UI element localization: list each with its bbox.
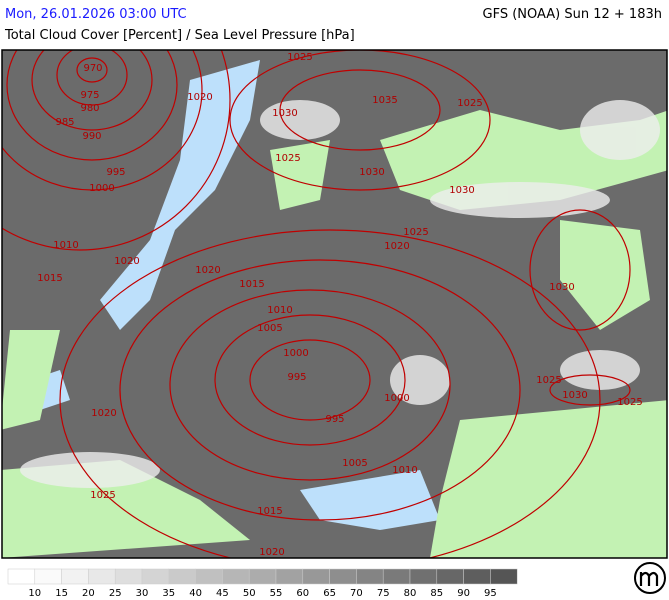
isobar-label: 995 bbox=[287, 372, 306, 383]
legend-swatch bbox=[382, 568, 411, 585]
isobar-label: 1010 bbox=[392, 465, 417, 476]
legend-label: 80 bbox=[404, 588, 417, 599]
legend-swatch bbox=[114, 568, 143, 585]
isobar-label: 990 bbox=[82, 131, 101, 142]
isobar-label: 1020 bbox=[91, 408, 116, 419]
isobar-label: 1020 bbox=[384, 241, 409, 252]
legend-label: 10 bbox=[28, 588, 41, 599]
isobar-label: 980 bbox=[80, 103, 99, 114]
isobar-label: 1005 bbox=[257, 323, 282, 334]
legend-label: 45 bbox=[216, 588, 229, 599]
legend-label: 85 bbox=[430, 588, 443, 599]
isobar-label: 1000 bbox=[384, 393, 409, 404]
isobar-label: 970 bbox=[83, 63, 102, 74]
isobar-label: 1020 bbox=[187, 92, 212, 103]
isobar-label: 1025 bbox=[617, 397, 642, 408]
legend-label: 70 bbox=[350, 588, 363, 599]
logo bbox=[634, 562, 666, 594]
isobar-label: 1025 bbox=[287, 52, 312, 63]
legend-label: 55 bbox=[270, 588, 283, 599]
legend-swatch bbox=[34, 568, 62, 585]
legend-swatch bbox=[275, 568, 304, 585]
legend-swatch bbox=[168, 568, 196, 585]
legend-swatch bbox=[61, 568, 89, 585]
isobar-label: 1000 bbox=[283, 348, 308, 359]
legend-swatch bbox=[222, 568, 250, 585]
legend-swatch bbox=[248, 568, 277, 585]
isobar-label: 995 bbox=[106, 167, 125, 178]
legend-label: 30 bbox=[136, 588, 149, 599]
clouds bbox=[20, 100, 660, 488]
isobar-label: 1035 bbox=[372, 95, 397, 106]
isobar-label: 1015 bbox=[239, 279, 264, 290]
isobar-label: 1020 bbox=[259, 547, 284, 558]
legend-swatch bbox=[490, 568, 518, 585]
map-title: Total Cloud Cover [Percent] / Sea Level … bbox=[4, 28, 355, 43]
isobar-label: 1020 bbox=[195, 265, 220, 276]
legend-swatch bbox=[7, 568, 36, 585]
legend-label: 25 bbox=[109, 588, 122, 599]
legend-label: 95 bbox=[484, 588, 497, 599]
isobar-label: 1005 bbox=[342, 458, 367, 469]
legend-label: 20 bbox=[82, 588, 95, 599]
isobar-label: 1025 bbox=[403, 227, 428, 238]
isobar-label: 1010 bbox=[267, 305, 292, 316]
legend-swatch bbox=[141, 568, 170, 585]
legend-swatch bbox=[88, 568, 116, 585]
legend-swatch bbox=[356, 568, 384, 585]
legend-label: 35 bbox=[162, 588, 175, 599]
isobar-label: 1010 bbox=[53, 240, 78, 251]
isobar-label: 1025 bbox=[457, 98, 482, 109]
isobar-label: 975 bbox=[80, 90, 99, 101]
legend-label: 50 bbox=[243, 588, 256, 599]
isobar-label: 1030 bbox=[549, 282, 574, 293]
model: GFS (NOAA) Sun 12 + 183h bbox=[483, 7, 662, 22]
map-frame bbox=[1, 49, 668, 559]
isobar-label: 985 bbox=[55, 117, 74, 128]
legend-label: 65 bbox=[323, 588, 336, 599]
isobar-label: 1030 bbox=[562, 390, 587, 401]
isobar-label: 995 bbox=[325, 414, 344, 425]
legend-swatch bbox=[329, 568, 357, 585]
legend-label: 40 bbox=[189, 588, 202, 599]
isobar-label: 1015 bbox=[37, 273, 62, 284]
isobar-label: 1025 bbox=[275, 153, 300, 164]
legend-label: 75 bbox=[377, 588, 390, 599]
isobar-label: 1015 bbox=[257, 506, 282, 517]
isobar-label: 1000 bbox=[89, 183, 114, 194]
legend-swatch bbox=[436, 568, 464, 585]
legend: 10 15 20 25 30 35 40 45 50 55 60 65 70 75 80 85 90 95 bbox=[7, 568, 518, 599]
legend-label: 90 bbox=[457, 588, 470, 599]
date: Mon, 26.01.2026 03:00 UTC bbox=[5, 7, 187, 22]
isobar-label: 1030 bbox=[359, 167, 384, 178]
legend-label: 60 bbox=[296, 588, 309, 599]
legend-swatch bbox=[463, 568, 491, 585]
isobar-label: 1030 bbox=[272, 108, 297, 119]
isobar-label: 1020 bbox=[114, 256, 139, 267]
isobar-label: 1025 bbox=[90, 490, 115, 501]
legend-swatch bbox=[195, 568, 223, 585]
isobar-label: 1025 bbox=[536, 375, 561, 386]
legend-swatch bbox=[409, 568, 438, 585]
legend-swatch bbox=[302, 568, 330, 585]
legend-label: 15 bbox=[55, 588, 68, 599]
map bbox=[2, 50, 667, 558]
isobar-label: 1030 bbox=[449, 185, 474, 196]
isobars bbox=[2, 50, 631, 558]
